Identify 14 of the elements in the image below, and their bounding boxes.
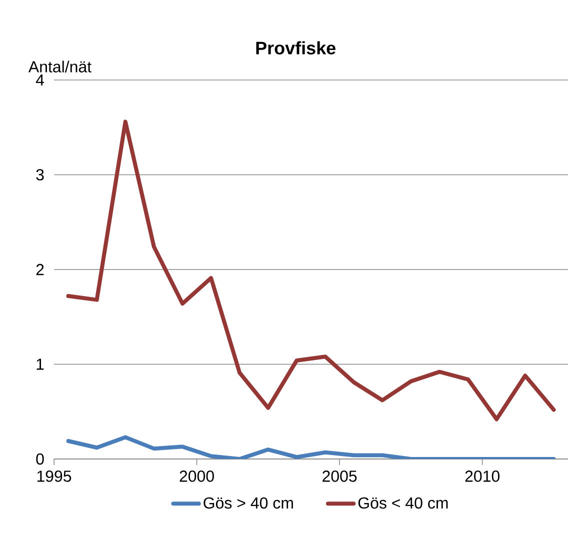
- x-tick-label: 2000: [180, 470, 214, 482]
- y-tick-label: 4: [36, 74, 44, 86]
- x-tick-label: 2005: [322, 470, 357, 482]
- x-tick-label: 1995: [37, 470, 72, 482]
- y-axis-title: Antal/nät: [28, 60, 92, 72]
- x-tick-label: 2010: [465, 470, 500, 482]
- chart-title: Provfiske: [256, 41, 336, 54]
- legend-label: Gös < 40 cm: [358, 497, 448, 509]
- line-series: [66, 120, 556, 422]
- y-tick-label: 0: [36, 453, 44, 465]
- y-tick-label: 3: [36, 169, 44, 180]
- y-tick-label: 1: [36, 358, 44, 370]
- legend-label: Gös > 40 cm: [204, 497, 293, 509]
- y-tick-label: 2: [36, 264, 44, 276]
